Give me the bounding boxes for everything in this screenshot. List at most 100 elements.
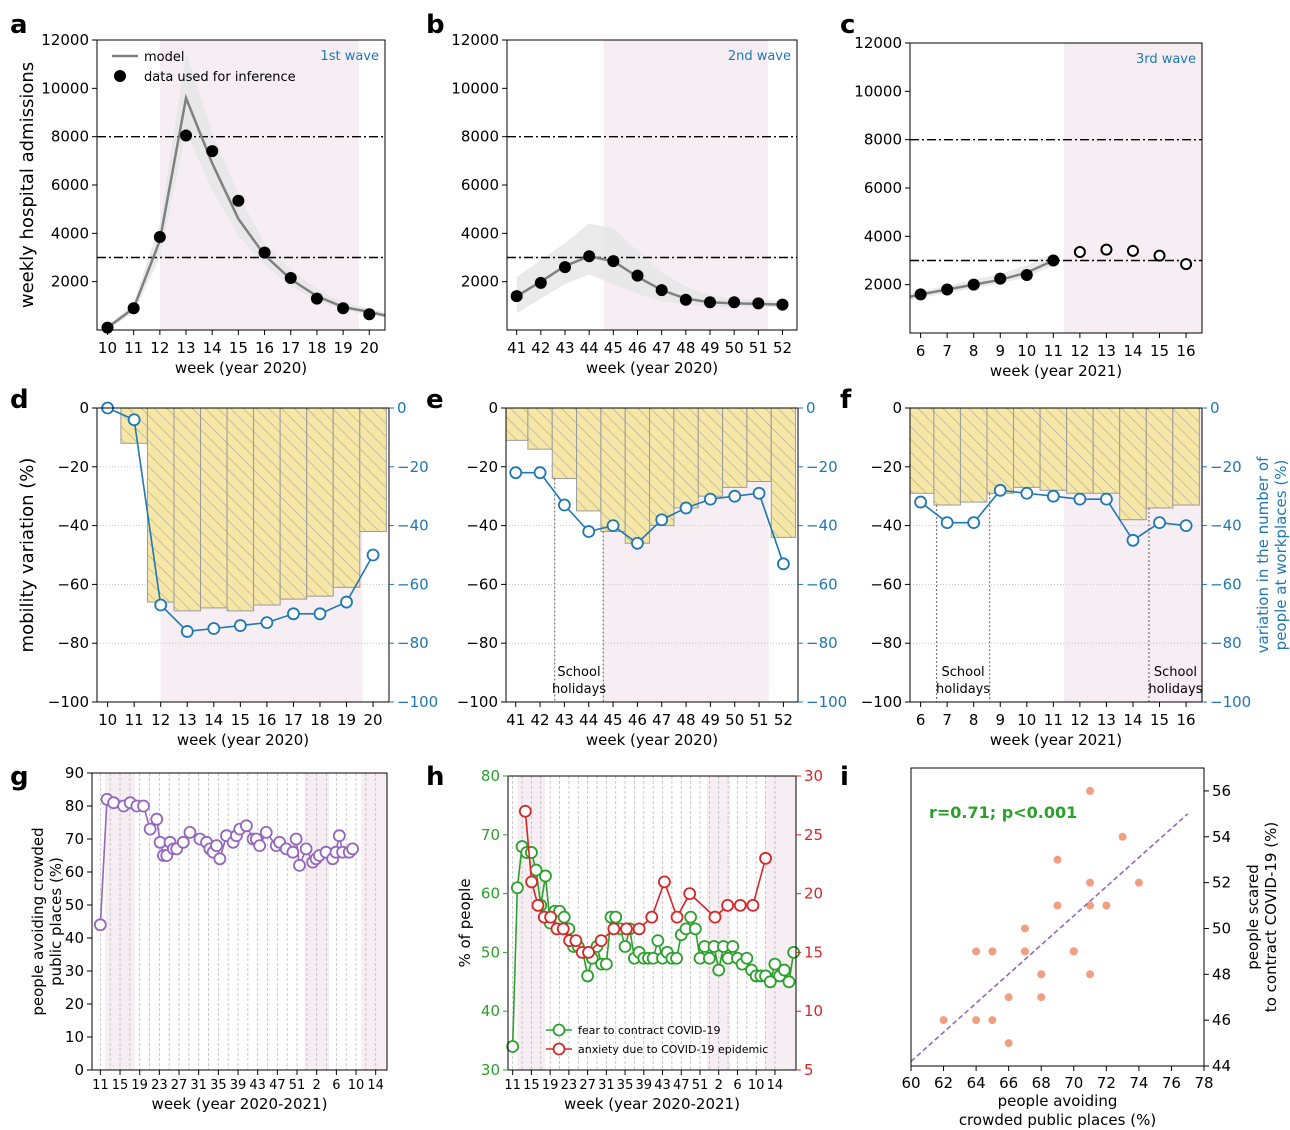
y-tick-label-right: 44 (1212, 1057, 1231, 1075)
workplace-point (631, 536, 644, 550)
avoid-point (150, 812, 164, 826)
y-tick-label: 80 (65, 797, 84, 815)
x-tick-label: 10 (98, 711, 117, 729)
axes-frame-g (91, 772, 388, 1071)
x-tick-label: 10 (748, 1078, 765, 1093)
y-tick-label: 40 (65, 929, 84, 947)
y-tick-label: 30 (65, 962, 84, 980)
x-tick-label: 15 (1150, 342, 1169, 360)
y-tick-label: −80 (57, 634, 89, 652)
scatter-point (1020, 947, 1029, 956)
workplace-point (207, 622, 221, 635)
workplace-point (777, 557, 790, 571)
x-tick-label: 9 (995, 711, 1005, 729)
data-point (607, 255, 620, 268)
x-tick-label: 6 (332, 1078, 340, 1093)
x-tick-label: 8 (969, 342, 979, 360)
y-tick-label-right: −20 (1210, 458, 1242, 476)
x-tick-label: 74 (1129, 1074, 1148, 1092)
x-tick-label: 7 (942, 342, 952, 360)
x-tick-label: 27 (579, 1078, 596, 1093)
mobility-bar (226, 407, 255, 612)
y-tick-label: −40 (466, 517, 498, 535)
data-point (337, 302, 350, 315)
mobility-bar (146, 407, 175, 603)
x-tick-label: 23 (561, 1078, 578, 1093)
x-tick-label: 51 (692, 1078, 709, 1093)
workplace-point (704, 492, 717, 506)
x-tick-label: 35 (210, 1078, 227, 1093)
y-tick-label-right: 25 (804, 826, 823, 844)
anxiety-point (733, 898, 747, 912)
x-tick-label: 15 (523, 1078, 540, 1093)
wave-shade (360, 773, 387, 1070)
fear-point (740, 951, 754, 965)
x-tick-label: 19 (542, 1078, 559, 1093)
x-tick-label: 43 (654, 1078, 671, 1093)
workplace-point (233, 619, 247, 632)
avoid-point (93, 918, 107, 932)
avoid-point (183, 826, 197, 839)
y-axis-label: weekly hospital admissions (17, 62, 38, 308)
x-tick-label: 8 (969, 711, 979, 729)
y-tick-label-right: 56 (1212, 782, 1231, 800)
anxiety-point (632, 922, 646, 936)
y-axis-label-right: to contract COVID-19 (%) (1262, 822, 1280, 1012)
data-point (101, 321, 114, 334)
x-tick-label: 2 (715, 1078, 723, 1093)
x-tick-label: 49 (701, 711, 720, 729)
y-tick-label-right: −60 (806, 575, 838, 593)
anxiety-point (721, 898, 735, 912)
scatter-point (988, 947, 997, 956)
y-tick-label-right: −80 (397, 634, 429, 652)
axes-frame-f (909, 407, 1203, 703)
x-tick-label: 16 (257, 711, 276, 729)
future-data-point (1153, 249, 1166, 262)
legend-model-label: model (144, 50, 184, 65)
x-tick-label: 17 (281, 339, 300, 357)
x-tick-label: 46 (628, 339, 647, 357)
avoid-point (213, 852, 227, 866)
model-band (107, 52, 386, 329)
x-tick-label: 16 (1177, 342, 1196, 360)
y-tick-label-right: −100 (1210, 693, 1251, 711)
workplace-point (940, 516, 954, 530)
avoid-point (346, 842, 359, 856)
scatter-point (939, 1016, 948, 1025)
mobility-bar (200, 407, 228, 609)
x-tick-label: 11 (1044, 711, 1063, 729)
panel-label-g: g (10, 762, 29, 792)
scatter-point (1086, 970, 1095, 979)
x-tick-label: 14 (204, 711, 223, 729)
data-point (232, 194, 245, 207)
y-axis-label-right: people scared (1244, 864, 1262, 969)
workplace-point (313, 607, 327, 621)
y-tick-label-right: −20 (397, 458, 429, 476)
workplace-point (914, 495, 928, 509)
scatter-point (972, 947, 981, 956)
data-point (631, 269, 644, 282)
y-tick-label: 20 (65, 995, 84, 1013)
data-point (534, 276, 547, 289)
workplace-point (1100, 492, 1113, 506)
y-tick-label: 2000 (51, 273, 89, 291)
x-tick-label: 10 (348, 1078, 365, 1093)
y-axis-label: % of people (456, 878, 474, 967)
workplace-point (533, 466, 547, 480)
anxiety-point (670, 910, 684, 924)
y-tick-label: −100 (48, 693, 89, 711)
wave-label: 3rd wave (1136, 52, 1196, 67)
x-tick-label: 13 (178, 711, 197, 729)
workplace-point (606, 519, 620, 532)
x-tick-label: 19 (334, 339, 353, 357)
mobility-bar (1172, 407, 1200, 506)
x-tick-label: 6 (733, 1078, 741, 1093)
x-axis-label: people avoiding (998, 1092, 1118, 1110)
scatter-point (1134, 878, 1143, 887)
x-tick-label: 7 (942, 711, 952, 729)
mobility-bar (649, 407, 675, 527)
y-tick-label: 4000 (864, 227, 902, 245)
y-tick-label-right: 50 (1212, 919, 1231, 937)
fear-point (688, 922, 702, 936)
y-tick-label: 12000 (854, 34, 902, 52)
